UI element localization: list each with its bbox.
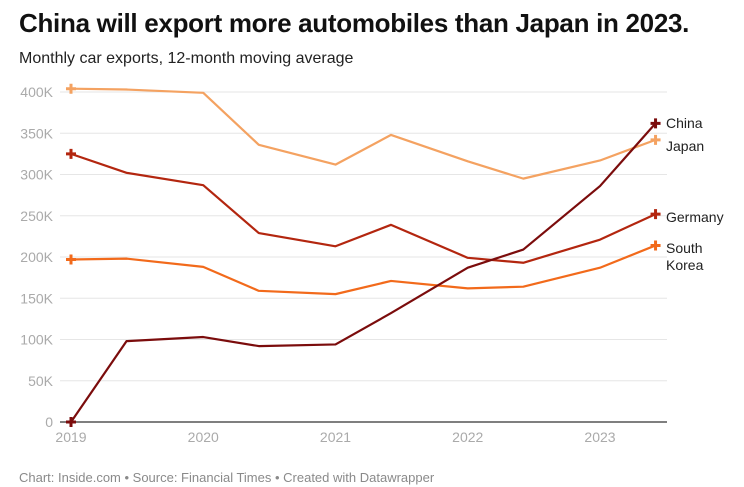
x-tick-label: 2020 xyxy=(188,429,219,445)
y-tick-label: 350K xyxy=(20,125,53,141)
data-point-marker xyxy=(650,118,661,129)
x-tick-label: 2023 xyxy=(584,429,615,445)
data-point-marker xyxy=(66,254,76,265)
series-label: Japan xyxy=(666,138,704,154)
series-line-china xyxy=(70,122,657,423)
y-tick-label: 400K xyxy=(20,84,53,100)
series-line-germany xyxy=(70,152,657,264)
y-tick-label: 200K xyxy=(20,249,53,265)
y-tick-label: 0 xyxy=(45,414,53,430)
y-tick-label: 100K xyxy=(20,332,53,348)
data-point-marker xyxy=(650,209,661,220)
series-line-japan xyxy=(70,87,656,180)
chart-title: China will export more automobiles than … xyxy=(19,8,690,38)
x-tick-label: 2022 xyxy=(452,429,483,445)
data-point-marker xyxy=(66,148,76,159)
chart-footer: Chart: Inside.com • Source: Financial Ti… xyxy=(19,470,435,485)
series-label: China xyxy=(666,115,703,131)
series-line-south-korea xyxy=(70,244,656,296)
y-tick-label: 50K xyxy=(28,373,54,389)
y-tick-label: 150K xyxy=(20,290,53,306)
y-tick-label: 300K xyxy=(20,167,53,183)
data-point-marker xyxy=(66,417,76,427)
y-tick-label: 250K xyxy=(20,208,53,224)
x-tick-label: 2021 xyxy=(320,429,351,445)
data-point-marker xyxy=(650,134,661,145)
chart-subtitle: Monthly car exports, 12-month moving ave… xyxy=(19,50,354,67)
series-label: South xyxy=(666,240,703,256)
x-tick-label: 2019 xyxy=(55,429,86,445)
data-point-marker xyxy=(650,240,661,251)
series-label: Germany xyxy=(666,209,724,225)
series-label: Korea xyxy=(666,257,704,273)
data-point-marker xyxy=(66,83,76,94)
